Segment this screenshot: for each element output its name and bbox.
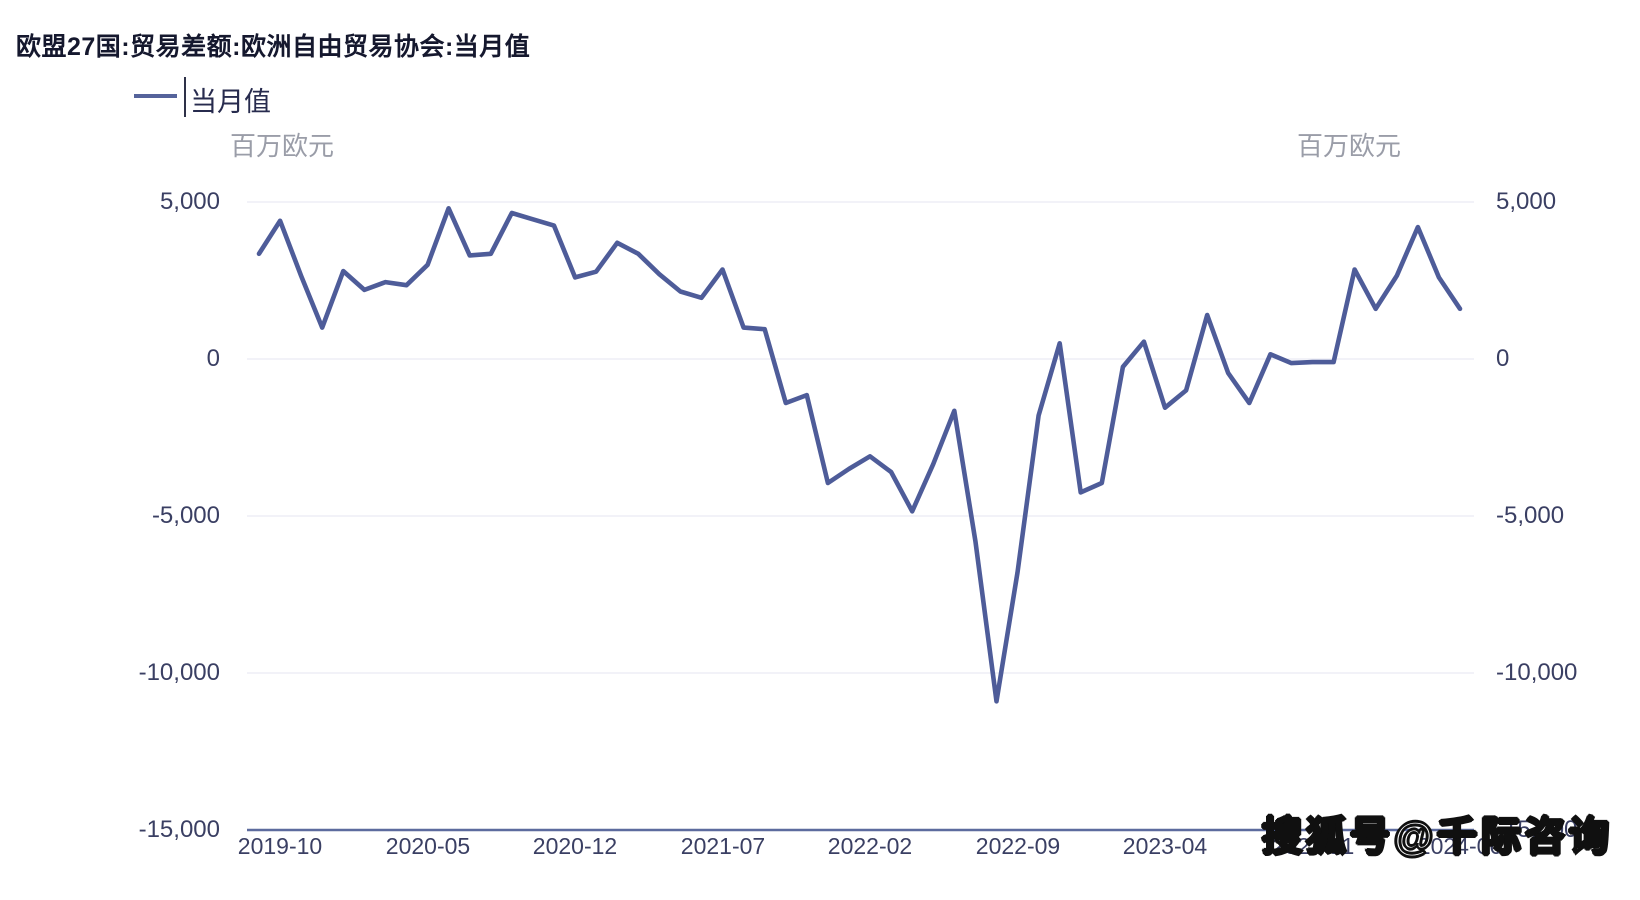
- y-axis-unit-left: 百万欧元: [230, 131, 335, 161]
- y-tick-label-left: 0: [206, 345, 220, 372]
- x-tick-label: 2024-06: [1417, 833, 1503, 859]
- x-tick-label: 2023-04: [1122, 833, 1208, 859]
- page-title: 欧盟27国:贸易差额:欧洲自由贸易协会:当月值: [16, 33, 531, 61]
- y-tick-label-left: -15,000: [138, 816, 220, 843]
- y-tick-label-left: -10,000: [138, 659, 220, 686]
- watermark: 搜狐号@千际咨询: [1261, 814, 1614, 860]
- x-tick-label: 2023-11: [1271, 833, 1355, 859]
- y-tick-label-right: -10,000: [1496, 659, 1578, 686]
- x-tick-label: 2021-07: [680, 833, 766, 859]
- series-line: [256, 206, 1463, 704]
- y-tick-label-left: -5,000: [151, 502, 220, 529]
- legend-label: 当月值: [190, 87, 271, 117]
- y-tick-label-left: 5,000: [159, 188, 220, 215]
- text-cursor: [184, 77, 186, 117]
- x-tick-label: 2020-05: [385, 833, 471, 859]
- x-tick-label: 2022-09: [975, 833, 1061, 859]
- legend-line-marker: [134, 94, 177, 98]
- y-tick-label-right: 5,000: [1496, 188, 1557, 215]
- y-tick-label-right: -15,000: [1496, 816, 1578, 843]
- y-tick-label-right: -5,000: [1496, 502, 1565, 529]
- y-tick-label-right: 0: [1496, 345, 1510, 372]
- y-axis-unit-right: 百万欧元: [1297, 131, 1402, 161]
- x-tick-label: 2019-10: [237, 833, 323, 859]
- x-tick-label: 2022-02: [827, 833, 913, 859]
- x-tick-label: 2020-12: [532, 833, 618, 859]
